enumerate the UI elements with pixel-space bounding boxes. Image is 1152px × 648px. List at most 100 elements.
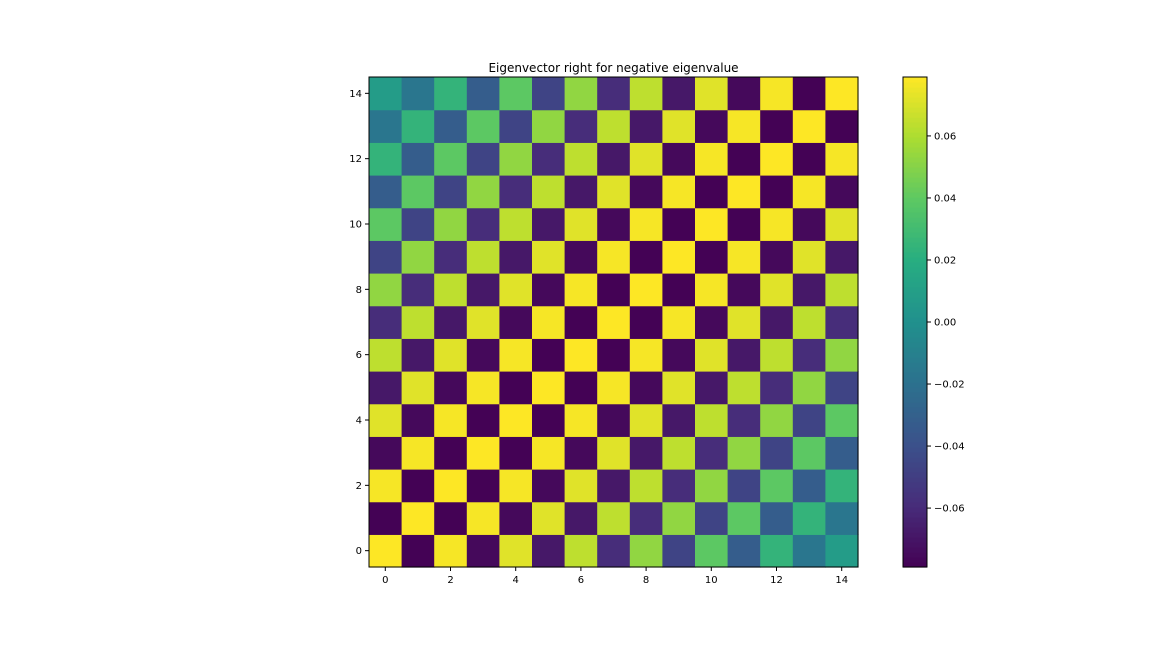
heatmap-cell [564, 436, 598, 470]
heatmap-cell [532, 436, 566, 470]
colorbar-segment [903, 347, 927, 353]
heatmap-cell [792, 534, 826, 568]
heatmap-cell [564, 371, 598, 405]
heatmap-cell [727, 436, 761, 470]
colorbar-segment [903, 377, 927, 383]
colorbar-segment [903, 372, 927, 378]
heatmap-cell [369, 469, 403, 503]
colorbar-segment [903, 197, 927, 203]
heatmap-cell [695, 109, 729, 143]
heatmap-cell [597, 273, 631, 307]
y-tick-label: 8 [356, 285, 362, 296]
heatmap-cell [662, 469, 696, 503]
heatmap-cell [564, 338, 598, 372]
colorbar-segment [903, 462, 927, 468]
heatmap-cell [792, 175, 826, 209]
colorbar-segment [903, 262, 927, 268]
colorbar-segment [903, 502, 927, 508]
colorbar-segment [903, 217, 927, 223]
colorbar-segment [903, 482, 927, 488]
heatmap-cell [401, 469, 435, 503]
colorbar-segment [903, 402, 927, 408]
heatmap-cell [825, 501, 859, 535]
heatmap-cell [401, 109, 435, 143]
heatmap-cell [499, 109, 533, 143]
heatmap-cell [629, 403, 663, 437]
colorbar-segment [903, 142, 927, 148]
heatmap-cell [434, 338, 468, 372]
heatmap-cell [727, 469, 761, 503]
heatmap-cell [369, 371, 403, 405]
heatmap-cell [532, 305, 566, 339]
heatmap-cell [466, 403, 500, 437]
colorbar-segment [903, 137, 927, 143]
colorbar-segment [903, 322, 927, 328]
heatmap-cell [532, 403, 566, 437]
heatmap-cell [564, 403, 598, 437]
colorbar-segment [903, 187, 927, 193]
colorbar-segment [903, 257, 927, 263]
colorbar-tick-label: −0.04 [934, 442, 965, 453]
heatmap-cell [825, 240, 859, 274]
heatmap-cell [532, 469, 566, 503]
heatmap-cell [532, 240, 566, 274]
heatmap-cell [466, 371, 500, 405]
colorbar-segment [903, 357, 927, 363]
heatmap-cell [597, 240, 631, 274]
heatmap-cell [564, 207, 598, 241]
heatmap-cell [760, 338, 794, 372]
heatmap-cell [499, 142, 533, 176]
heatmap-cell [597, 109, 631, 143]
heatmap-cell [466, 142, 500, 176]
heatmap-cell [499, 175, 533, 209]
heatmap-cell [499, 501, 533, 535]
heatmap-cell [629, 273, 663, 307]
heatmap-cell [727, 534, 761, 568]
heatmap-cell [662, 273, 696, 307]
heatmap-cell [499, 403, 533, 437]
colorbar-segment [903, 232, 927, 238]
heatmap-cell [629, 77, 663, 111]
heatmap-cell [662, 240, 696, 274]
colorbar-segment [903, 267, 927, 273]
colorbar-segment [903, 532, 927, 538]
colorbar-segment [903, 77, 927, 83]
heatmap-cell [532, 534, 566, 568]
heatmap-cell [434, 273, 468, 307]
heatmap-cell [597, 501, 631, 535]
heatmap-cell [434, 469, 468, 503]
colorbar-segment [903, 562, 927, 568]
heatmap-cell [401, 338, 435, 372]
heatmap-cell [792, 109, 826, 143]
y-tick-label: 4 [356, 416, 362, 427]
heatmap-cell [466, 436, 500, 470]
heatmap-cell [532, 175, 566, 209]
heatmap-cell [369, 534, 403, 568]
heatmap-cell [532, 142, 566, 176]
x-tick-label: 2 [447, 575, 453, 586]
colorbar-segment [903, 92, 927, 98]
heatmap-cell [727, 240, 761, 274]
colorbar-segment [903, 552, 927, 558]
heatmap-cell [727, 305, 761, 339]
colorbar-segment [903, 387, 927, 393]
heatmap-cell [629, 534, 663, 568]
colorbar-axis: −0.06 −0.04 −0.02 0.00 0.02 0.04 0.06 [927, 131, 965, 515]
colorbar-gradient [903, 77, 927, 568]
colorbar-segment [903, 427, 927, 433]
heatmap-cell [466, 240, 500, 274]
colorbar-segment [903, 182, 927, 188]
colorbar-segment [903, 222, 927, 228]
plot-frame [368, 76, 859, 568]
colorbar-tick-label: 0.04 [934, 193, 956, 204]
heatmap-cell [499, 436, 533, 470]
colorbar-segment [903, 422, 927, 428]
heatmap-cell [564, 273, 598, 307]
heatmap-cell [401, 436, 435, 470]
colorbar-segment [903, 407, 927, 413]
heatmap-cell [760, 371, 794, 405]
heatmap-cell [401, 175, 435, 209]
colorbar-segment [903, 437, 927, 443]
colorbar-tick-label: −0.06 [934, 504, 965, 515]
